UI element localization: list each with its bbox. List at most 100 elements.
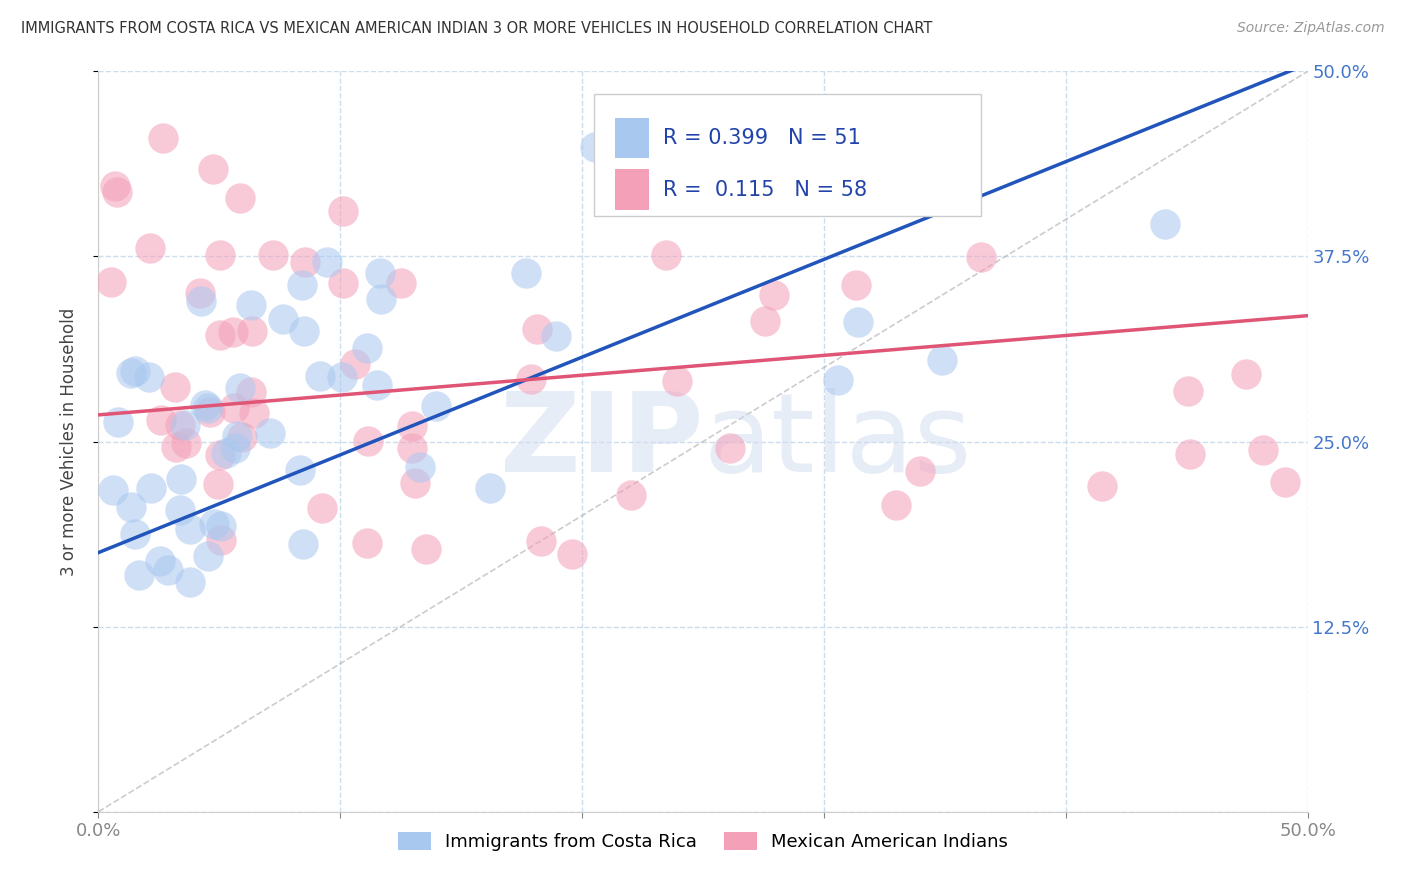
Point bbox=[1274, 475, 1296, 489]
Point bbox=[292, 537, 315, 551]
Point bbox=[357, 434, 380, 449]
Point bbox=[224, 441, 246, 455]
Point bbox=[370, 292, 392, 306]
Point bbox=[174, 435, 197, 450]
Point bbox=[209, 248, 232, 262]
Bar bbox=[614, 169, 648, 211]
Point bbox=[156, 563, 179, 577]
Point bbox=[969, 250, 991, 264]
Point bbox=[754, 314, 776, 328]
Point bbox=[209, 518, 232, 533]
Point bbox=[1234, 367, 1257, 381]
Point bbox=[169, 417, 191, 432]
Text: Source: ZipAtlas.com: Source: ZipAtlas.com bbox=[1237, 21, 1385, 36]
Point bbox=[515, 266, 537, 280]
Point bbox=[149, 554, 172, 568]
Point bbox=[139, 481, 162, 495]
Point bbox=[425, 399, 447, 413]
Point bbox=[366, 378, 388, 392]
Point bbox=[165, 380, 187, 394]
Point bbox=[188, 285, 211, 300]
Point bbox=[332, 204, 354, 219]
Point bbox=[169, 503, 191, 517]
Point bbox=[239, 298, 262, 312]
Point bbox=[271, 312, 294, 326]
Point bbox=[100, 275, 122, 289]
Point bbox=[415, 541, 437, 556]
Point bbox=[243, 406, 266, 420]
Point bbox=[226, 429, 249, 443]
Point bbox=[846, 315, 869, 329]
Point bbox=[190, 293, 212, 308]
Point bbox=[401, 418, 423, 433]
Point bbox=[229, 190, 252, 204]
Point bbox=[1177, 384, 1199, 398]
Point bbox=[128, 568, 150, 582]
Text: ZIP: ZIP bbox=[499, 388, 703, 495]
Point bbox=[620, 488, 643, 502]
Point bbox=[1091, 479, 1114, 493]
Point bbox=[174, 418, 197, 433]
Legend: Immigrants from Costa Rica, Mexican American Indians: Immigrants from Costa Rica, Mexican Amer… bbox=[391, 824, 1015, 858]
Point bbox=[179, 575, 201, 590]
Point bbox=[408, 460, 430, 475]
Point bbox=[207, 477, 229, 491]
Point bbox=[368, 266, 391, 280]
Point bbox=[292, 325, 315, 339]
Point bbox=[519, 372, 541, 386]
Point bbox=[240, 324, 263, 338]
Point bbox=[124, 527, 146, 541]
Point bbox=[152, 131, 174, 145]
Point bbox=[404, 475, 426, 490]
Point bbox=[215, 446, 238, 460]
Point bbox=[655, 248, 678, 262]
Point bbox=[209, 449, 232, 463]
Point bbox=[718, 441, 741, 455]
Point bbox=[479, 481, 502, 495]
Point bbox=[222, 401, 245, 415]
FancyBboxPatch shape bbox=[595, 94, 981, 216]
Point bbox=[332, 276, 354, 290]
Point bbox=[259, 425, 281, 440]
Point bbox=[120, 367, 142, 381]
Point bbox=[107, 415, 129, 429]
Point bbox=[197, 401, 219, 416]
Point bbox=[228, 381, 250, 395]
Point bbox=[105, 186, 128, 200]
Point bbox=[262, 247, 284, 261]
Point bbox=[356, 536, 378, 550]
Point bbox=[197, 549, 219, 563]
Point bbox=[827, 373, 849, 387]
Point bbox=[104, 178, 127, 193]
Point bbox=[845, 277, 868, 292]
Point bbox=[583, 140, 606, 154]
Point bbox=[762, 288, 785, 302]
Point bbox=[676, 169, 699, 183]
Text: R = 0.399   N = 51: R = 0.399 N = 51 bbox=[664, 128, 860, 148]
Point bbox=[139, 241, 162, 255]
Point bbox=[149, 413, 172, 427]
Point bbox=[240, 384, 263, 399]
Point bbox=[209, 328, 232, 343]
Point bbox=[389, 276, 412, 290]
Point bbox=[222, 326, 245, 340]
Point bbox=[231, 430, 253, 444]
Point bbox=[884, 498, 907, 512]
Point bbox=[316, 254, 339, 268]
Point bbox=[1153, 217, 1175, 231]
Point bbox=[198, 404, 221, 418]
Point bbox=[1253, 442, 1275, 457]
Point bbox=[344, 357, 367, 371]
Point bbox=[120, 500, 142, 515]
Point bbox=[165, 441, 187, 455]
Point bbox=[666, 374, 689, 388]
Point bbox=[194, 398, 217, 412]
Point bbox=[356, 341, 378, 355]
Point bbox=[288, 463, 311, 477]
Point bbox=[103, 483, 125, 498]
Point bbox=[910, 464, 932, 478]
Text: R =  0.115   N = 58: R = 0.115 N = 58 bbox=[664, 180, 868, 200]
Point bbox=[1178, 447, 1201, 461]
Point bbox=[291, 278, 314, 293]
Point bbox=[544, 329, 567, 343]
